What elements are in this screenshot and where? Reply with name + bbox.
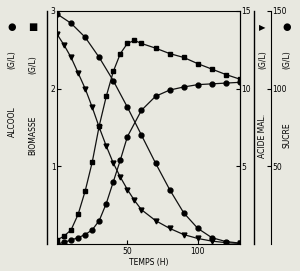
X-axis label: TEMPS (H): TEMPS (H) (129, 259, 168, 267)
Text: SUCRE: SUCRE (282, 123, 291, 148)
Text: (G/L): (G/L) (8, 50, 16, 69)
Text: ▶: ▶ (259, 22, 266, 32)
Text: ●: ● (8, 22, 16, 32)
Text: (G/L): (G/L) (258, 50, 267, 69)
Text: ALCOOL: ALCOOL (8, 107, 16, 137)
Text: (G/L): (G/L) (282, 50, 291, 69)
Text: ●: ● (282, 22, 291, 32)
Text: ACIDE MAL.: ACIDE MAL. (258, 114, 267, 157)
Text: (G/L): (G/L) (28, 56, 38, 75)
Text: ■: ■ (28, 22, 38, 32)
Text: BIOMASSE: BIOMASSE (28, 116, 38, 155)
